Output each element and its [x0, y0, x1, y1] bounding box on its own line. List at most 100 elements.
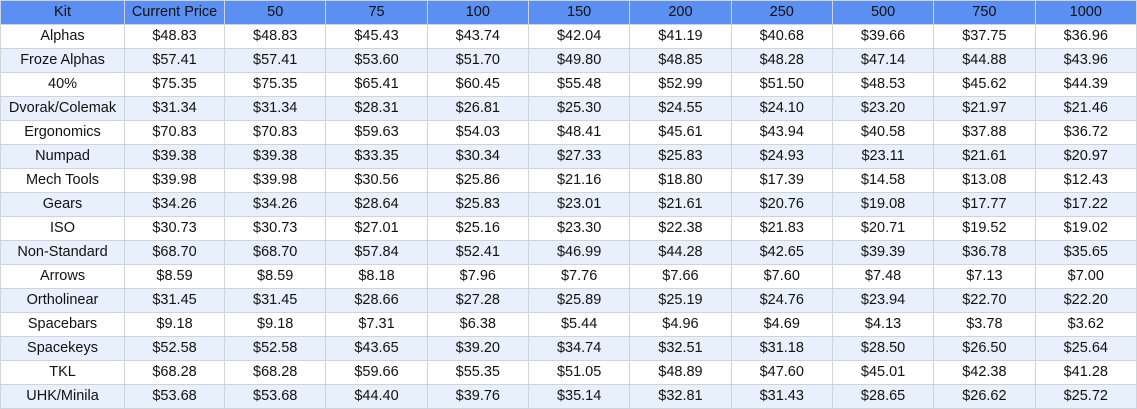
price-cell[interactable]: $25.83	[426, 192, 529, 217]
price-cell[interactable]: $33.35	[325, 144, 428, 169]
price-cell[interactable]: $19.02	[1034, 216, 1137, 241]
kit-name-cell[interactable]: Ergonomics	[0, 120, 126, 145]
price-cell[interactable]: $39.38	[224, 144, 327, 169]
price-cell[interactable]: $23.94	[831, 288, 935, 313]
price-cell[interactable]: $25.30	[527, 96, 631, 121]
price-cell[interactable]: $57.84	[325, 240, 428, 265]
price-cell[interactable]: $30.56	[325, 168, 428, 193]
price-cell[interactable]: $24.76	[730, 288, 833, 313]
price-cell[interactable]: $57.41	[224, 48, 327, 73]
price-cell[interactable]: $28.66	[325, 288, 428, 313]
price-cell[interactable]: $45.43	[325, 24, 428, 49]
price-cell[interactable]: $43.65	[325, 336, 428, 361]
price-cell[interactable]: $3.78	[933, 312, 1036, 337]
price-cell[interactable]: $7.76	[527, 264, 631, 289]
price-cell[interactable]: $54.03	[426, 120, 529, 145]
price-cell[interactable]: $13.08	[933, 168, 1036, 193]
price-cell[interactable]: $7.60	[730, 264, 833, 289]
price-cell[interactable]: $31.18	[730, 336, 833, 361]
price-cell[interactable]: $24.55	[629, 96, 732, 121]
price-cell[interactable]: $53.68	[224, 384, 327, 409]
price-cell[interactable]: $44.40	[325, 384, 428, 409]
price-cell[interactable]: $36.96	[1034, 24, 1137, 49]
price-cell[interactable]: $22.38	[629, 216, 732, 241]
price-cell[interactable]: $25.89	[527, 288, 631, 313]
price-cell[interactable]: $3.62	[1034, 312, 1137, 337]
price-cell[interactable]: $27.01	[325, 216, 428, 241]
price-cell[interactable]: $20.71	[831, 216, 935, 241]
price-cell[interactable]: $59.63	[325, 120, 428, 145]
kit-name-cell[interactable]: Spacekeys	[0, 336, 126, 361]
price-cell[interactable]: $52.99	[629, 72, 732, 97]
price-cell[interactable]: $27.33	[527, 144, 631, 169]
price-cell[interactable]: $36.72	[1034, 120, 1137, 145]
kit-name-cell[interactable]: Spacebars	[0, 312, 126, 337]
price-cell[interactable]: $51.50	[730, 72, 833, 97]
price-cell[interactable]: $20.76	[730, 192, 833, 217]
price-cell[interactable]: $19.52	[933, 216, 1036, 241]
price-cell[interactable]: $37.75	[933, 24, 1036, 49]
price-cell[interactable]: $24.93	[730, 144, 833, 169]
price-cell[interactable]: $21.61	[933, 144, 1036, 169]
price-cell[interactable]: $47.14	[831, 48, 935, 73]
price-cell[interactable]: $9.18	[124, 312, 226, 337]
price-cell[interactable]: $32.81	[629, 384, 732, 409]
header-cell-150[interactable]: 150	[527, 0, 631, 25]
price-cell[interactable]: $17.39	[730, 168, 833, 193]
price-cell[interactable]: $53.68	[124, 384, 226, 409]
price-cell[interactable]: $52.41	[426, 240, 529, 265]
price-cell[interactable]: $35.65	[1034, 240, 1137, 265]
price-cell[interactable]: $48.83	[124, 24, 226, 49]
price-cell[interactable]: $25.72	[1034, 384, 1137, 409]
header-cell-75[interactable]: 75	[325, 0, 428, 25]
kit-name-cell[interactable]: Non-Standard	[0, 240, 126, 265]
price-cell[interactable]: $57.41	[124, 48, 226, 73]
price-cell[interactable]: $55.35	[426, 360, 529, 385]
price-cell[interactable]: $41.28	[1034, 360, 1137, 385]
price-cell[interactable]: $52.58	[124, 336, 226, 361]
kit-name-cell[interactable]: 40%	[0, 72, 126, 97]
price-cell[interactable]: $55.48	[527, 72, 631, 97]
price-cell[interactable]: $34.74	[527, 336, 631, 361]
header-cell-750[interactable]: 750	[933, 0, 1036, 25]
price-cell[interactable]: $31.34	[224, 96, 327, 121]
price-cell[interactable]: $4.13	[831, 312, 935, 337]
price-cell[interactable]: $7.13	[933, 264, 1036, 289]
price-cell[interactable]: $7.00	[1034, 264, 1137, 289]
price-cell[interactable]: $43.94	[730, 120, 833, 145]
price-cell[interactable]: $21.97	[933, 96, 1036, 121]
price-cell[interactable]: $31.34	[124, 96, 226, 121]
price-cell[interactable]: $25.19	[629, 288, 732, 313]
price-cell[interactable]: $18.80	[629, 168, 732, 193]
price-cell[interactable]: $42.04	[527, 24, 631, 49]
price-cell[interactable]: $48.53	[831, 72, 935, 97]
price-cell[interactable]: $12.43	[1034, 168, 1137, 193]
price-cell[interactable]: $24.10	[730, 96, 833, 121]
price-cell[interactable]: $48.85	[629, 48, 732, 73]
header-cell-current-price[interactable]: Current Price	[124, 0, 226, 25]
price-cell[interactable]: $39.20	[426, 336, 529, 361]
price-cell[interactable]: $41.19	[629, 24, 732, 49]
price-cell[interactable]: $28.31	[325, 96, 428, 121]
price-cell[interactable]: $28.50	[831, 336, 935, 361]
price-cell[interactable]: $21.46	[1034, 96, 1137, 121]
kit-name-cell[interactable]: Mech Tools	[0, 168, 126, 193]
price-cell[interactable]: $25.86	[426, 168, 529, 193]
price-cell[interactable]: $39.98	[224, 168, 327, 193]
price-cell[interactable]: $23.20	[831, 96, 935, 121]
price-cell[interactable]: $22.70	[933, 288, 1036, 313]
price-cell[interactable]: $35.14	[527, 384, 631, 409]
price-cell[interactable]: $7.96	[426, 264, 529, 289]
price-cell[interactable]: $39.66	[831, 24, 935, 49]
price-cell[interactable]: $34.26	[224, 192, 327, 217]
price-cell[interactable]: $32.51	[629, 336, 732, 361]
price-cell[interactable]: $48.41	[527, 120, 631, 145]
price-cell[interactable]: $40.68	[730, 24, 833, 49]
price-cell[interactable]: $30.34	[426, 144, 529, 169]
price-cell[interactable]: $6.38	[426, 312, 529, 337]
price-cell[interactable]: $17.77	[933, 192, 1036, 217]
price-cell[interactable]: $21.61	[629, 192, 732, 217]
price-cell[interactable]: $28.64	[325, 192, 428, 217]
price-cell[interactable]: $45.61	[629, 120, 732, 145]
price-cell[interactable]: $8.18	[325, 264, 428, 289]
